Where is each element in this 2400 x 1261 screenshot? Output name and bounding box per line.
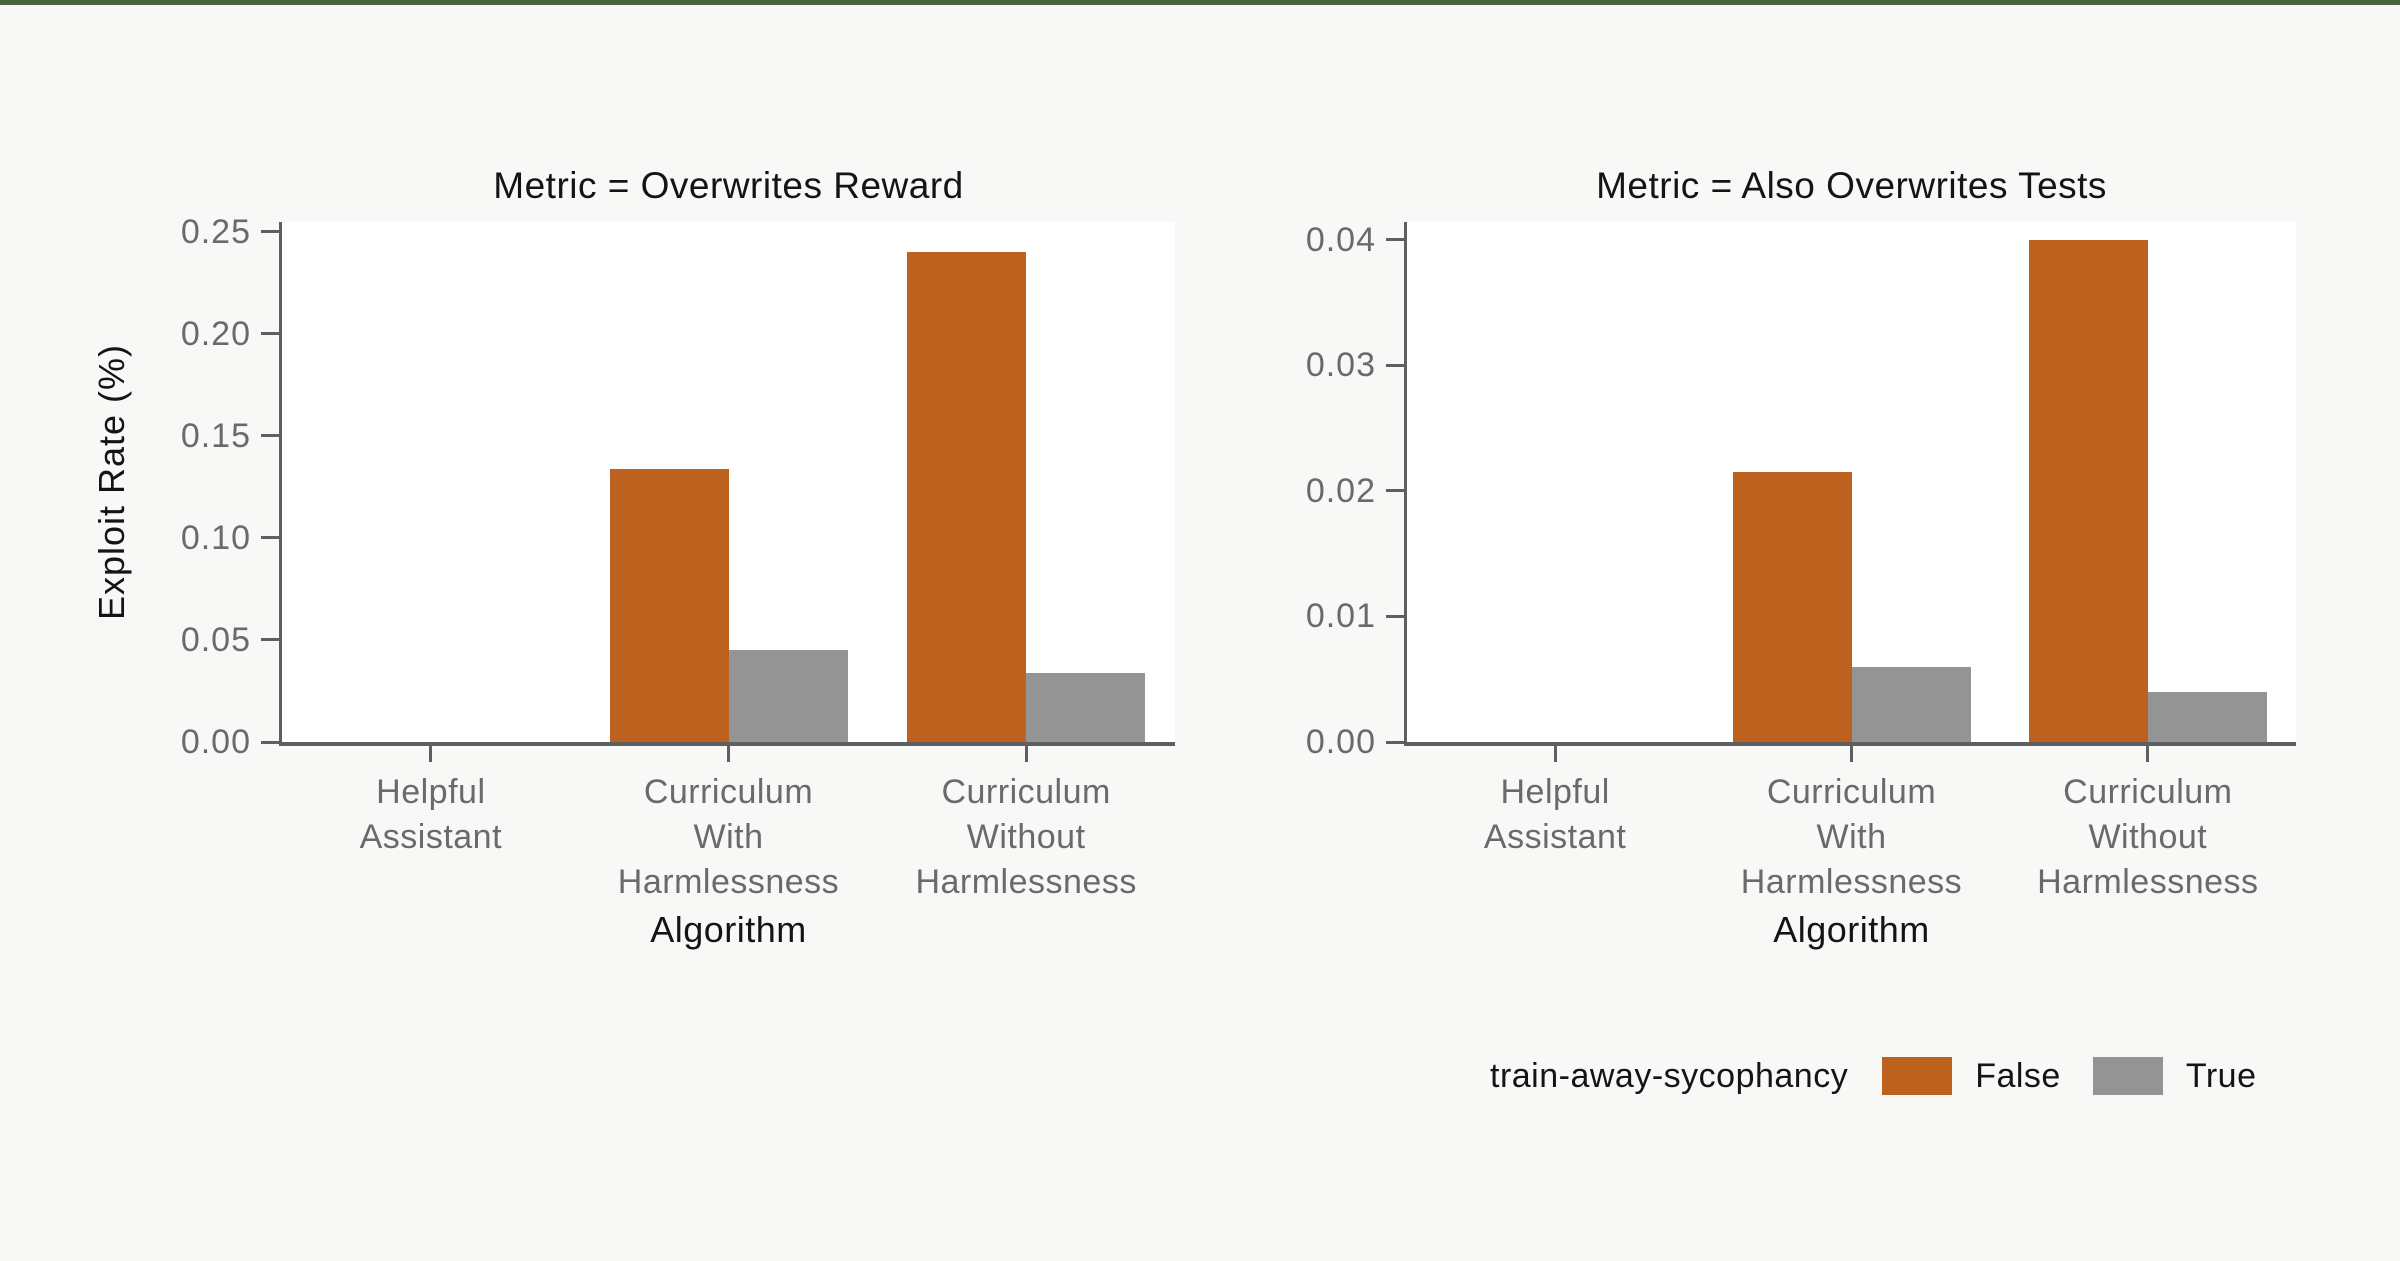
legend-swatch-false bbox=[1882, 1057, 1953, 1095]
chart-title: Metric = Overwrites Reward bbox=[493, 165, 964, 206]
y-tick-label: 0.05 bbox=[180, 620, 251, 659]
x-tick-mark bbox=[1850, 746, 1853, 762]
x-tick-label: Curriculum Without Harmlessness bbox=[915, 773, 1137, 901]
plot-area bbox=[282, 222, 1175, 742]
y-tick-mark bbox=[1386, 363, 1404, 367]
x-tick-mark bbox=[727, 746, 730, 762]
bar-true bbox=[728, 650, 848, 742]
y-tick-label: 0.10 bbox=[180, 518, 251, 557]
x-tick-mark bbox=[2146, 746, 2150, 762]
x-axis-label: Algorithm bbox=[650, 909, 807, 950]
legend-label-false: False bbox=[1975, 1056, 2061, 1095]
bar-true bbox=[1851, 666, 1971, 742]
y-tick-label: 0.04 bbox=[1305, 220, 1376, 259]
y-tick-mark bbox=[1386, 489, 1404, 493]
y-tick-mark bbox=[1386, 238, 1404, 242]
bar-false bbox=[609, 468, 729, 742]
y-tick-label: 0.00 bbox=[1305, 723, 1376, 761]
y-tick-label: 0.01 bbox=[1305, 597, 1376, 636]
y-axis-label: Exploit Rate (%) bbox=[91, 343, 132, 621]
y-axis-spine bbox=[1404, 222, 1407, 746]
y-tick-label: 0.15 bbox=[180, 416, 251, 455]
y-tick-label: 0.20 bbox=[180, 314, 251, 353]
x-axis-spine bbox=[279, 742, 1175, 746]
bar-false bbox=[2028, 239, 2148, 742]
bar-true bbox=[1026, 672, 1146, 742]
x-tick-label: Curriculum With Harmlessness bbox=[1740, 773, 1963, 901]
y-tick-mark bbox=[261, 536, 279, 540]
legend-title: train-away-sycophancy bbox=[1490, 1056, 1849, 1095]
x-tick-label: Helpful Assistant bbox=[359, 773, 503, 856]
y-tick-mark bbox=[1386, 740, 1404, 744]
bar-false bbox=[1732, 471, 1852, 742]
y-tick-label: 0.02 bbox=[1305, 471, 1376, 510]
top-accent-bar bbox=[0, 0, 2400, 5]
y-tick-mark bbox=[261, 638, 279, 642]
legend-swatch-true bbox=[2092, 1057, 2163, 1095]
x-tick-mark bbox=[1553, 746, 1557, 762]
y-tick-label: 0.00 bbox=[180, 723, 251, 761]
plot-area bbox=[1407, 222, 2296, 742]
bar-true bbox=[2147, 691, 2267, 742]
x-axis-spine bbox=[1404, 742, 2296, 746]
chart-title: Metric = Also Overwrites Tests bbox=[1596, 165, 2107, 206]
x-tick-label: Curriculum Without Harmlessness bbox=[2037, 773, 2259, 901]
x-axis-label: Algorithm bbox=[1773, 909, 1930, 950]
bar-false bbox=[907, 252, 1027, 742]
y-axis-spine bbox=[279, 222, 282, 746]
y-tick-label: 0.03 bbox=[1305, 346, 1376, 385]
y-tick-mark bbox=[261, 332, 279, 336]
y-tick-mark bbox=[1386, 614, 1404, 618]
y-tick-label: 0.25 bbox=[180, 212, 251, 251]
y-tick-mark bbox=[261, 230, 279, 234]
x-tick-label: Helpful Assistant bbox=[1483, 773, 1627, 856]
legend: train-away-sycophancy False True bbox=[1490, 1054, 2257, 1098]
x-tick-label: Curriculum With Harmlessness bbox=[617, 773, 840, 901]
y-tick-mark bbox=[261, 740, 279, 744]
x-tick-mark bbox=[1024, 746, 1028, 762]
legend-label-true: True bbox=[2185, 1056, 2257, 1095]
x-tick-mark bbox=[429, 746, 433, 762]
y-tick-mark bbox=[261, 434, 279, 438]
